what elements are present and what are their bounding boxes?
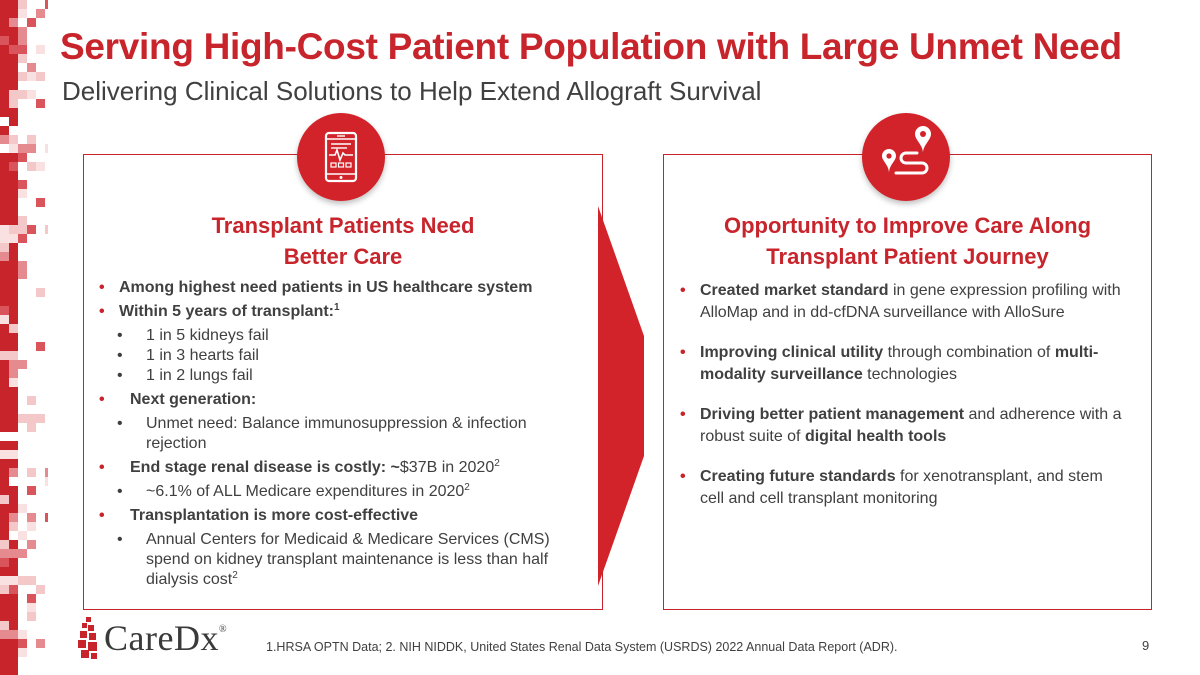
list-item: Created market standard in gene expressi… [680, 280, 1130, 324]
list-item: Driving better patient management and ad… [680, 404, 1130, 448]
right-heading-line2: Transplant Patient Journey [766, 244, 1049, 269]
list-item: Among highest need patients in US health… [99, 278, 579, 298]
left-bullet-list: Among highest need patients in US health… [99, 278, 579, 590]
list-item: Creating future standards for xenotransp… [680, 466, 1130, 510]
footnote: 1.HRSA OPTN Data; 2. NIH NIDDK, United S… [266, 640, 898, 654]
left-icon-badge [297, 113, 385, 201]
caredx-logo: CareDx® [104, 618, 228, 658]
right-panel-heading: Opportunity to Improve Care Along Transp… [663, 210, 1152, 272]
list-subitem: 1 in 2 lungs fail [99, 366, 579, 386]
caredx-logo-mark [78, 617, 97, 659]
list-subitem: Annual Centers for Medicaid & Medicare S… [99, 530, 579, 590]
right-bullet-list: Created market standard in gene expressi… [680, 280, 1130, 528]
list-subitem: 1 in 5 kidneys fail [99, 326, 579, 346]
list-item: End stage renal disease is costly: ~$37B… [99, 458, 579, 478]
journey-route-pin-icon [882, 126, 931, 175]
page-title: Serving High-Cost Patient Population wit… [60, 26, 1122, 67]
right-icon-badge [862, 113, 950, 201]
page-subtitle: Delivering Clinical Solutions to Help Ex… [62, 76, 762, 106]
left-heading-line1: Transplant Patients Need [211, 213, 475, 238]
right-heading-line1: Opportunity to Improve Care Along [723, 213, 1092, 238]
list-subitem: ~6.1% of ALL Medicare expenditures in 20… [99, 482, 579, 502]
chevron-arrow-icon [598, 206, 644, 586]
page-number: 9 [1142, 638, 1150, 653]
list-item: Improving clinical utility through combi… [680, 342, 1130, 386]
list-subitem: 1 in 3 hearts fail [99, 346, 579, 366]
list-item: Within 5 years of transplant:1 [99, 302, 579, 322]
left-panel-heading: Transplant Patients Need Better Care [83, 210, 603, 272]
left-heading-line2: Better Care [283, 244, 403, 269]
mobile-health-monitor-icon [324, 131, 358, 183]
list-item: Transplantation is more cost-effective [99, 506, 579, 526]
decorative-pixel-strip [0, 0, 48, 675]
list-subitem: Unmet need: Balance immunosuppression & … [99, 414, 579, 454]
list-item: Next generation: [99, 390, 579, 410]
